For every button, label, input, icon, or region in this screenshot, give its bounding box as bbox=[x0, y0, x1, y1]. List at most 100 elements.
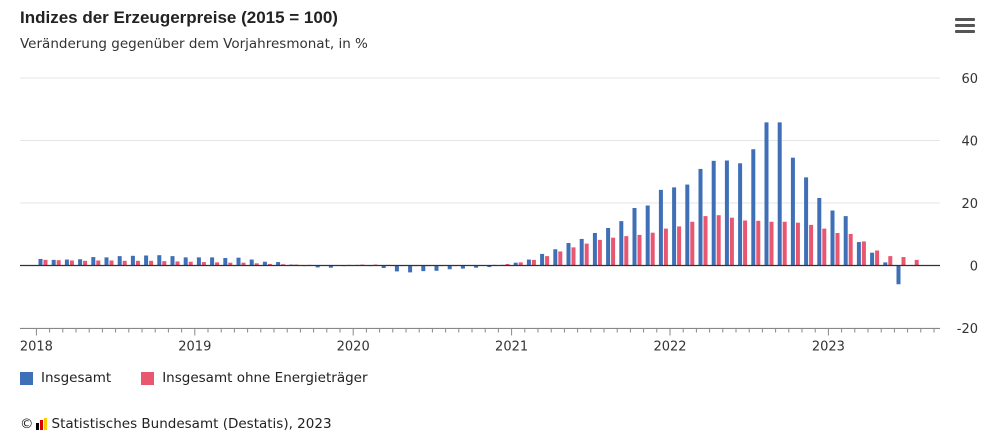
bar-ohne-energie bbox=[109, 260, 114, 266]
x-tick-label: 2022 bbox=[653, 340, 686, 355]
bar-ohne-energie bbox=[241, 262, 246, 266]
menu-line bbox=[955, 18, 975, 21]
bar-insgesamt bbox=[78, 259, 83, 266]
bar-insgesamt bbox=[210, 257, 215, 266]
bar-ohne-energie bbox=[545, 256, 550, 266]
x-tick-label: 2021 bbox=[495, 340, 528, 355]
bar-ohne-energie bbox=[822, 228, 827, 266]
bar-insgesamt bbox=[698, 168, 703, 266]
bar-insgesamt bbox=[196, 257, 201, 266]
bar-insgesamt bbox=[672, 187, 677, 266]
bar-insgesamt bbox=[394, 265, 399, 272]
bar-ohne-energie bbox=[756, 220, 761, 266]
bar-insgesamt bbox=[408, 265, 413, 273]
bar-ohne-energie bbox=[835, 233, 840, 266]
bar-ohne-energie bbox=[531, 259, 536, 266]
bar-insgesamt bbox=[183, 257, 188, 266]
bar-insgesamt bbox=[421, 265, 426, 272]
bar-ohne-energie bbox=[162, 261, 167, 266]
destatis-logo-icon bbox=[35, 418, 48, 430]
bar-insgesamt bbox=[513, 262, 518, 266]
bar-insgesamt bbox=[130, 255, 135, 266]
bar-insgesamt bbox=[381, 265, 386, 268]
bar-insgesamt bbox=[606, 228, 611, 266]
bar-insgesamt bbox=[223, 258, 228, 266]
bar-insgesamt bbox=[249, 259, 254, 266]
bar-ohne-energie bbox=[96, 260, 101, 266]
legend-item-insgesamt[interactable]: Insgesamt bbox=[20, 370, 111, 386]
bar-ohne-energie bbox=[861, 241, 866, 266]
bar-ohne-energie bbox=[518, 262, 523, 266]
bar-insgesamt bbox=[526, 259, 531, 266]
legend-item-ohne-energie[interactable]: Insgesamt ohne Energieträger bbox=[141, 370, 368, 386]
menu-line bbox=[955, 24, 975, 27]
bar-insgesamt bbox=[104, 257, 109, 266]
bar-insgesamt bbox=[724, 160, 729, 266]
bar-insgesamt bbox=[38, 258, 43, 266]
bar-insgesamt bbox=[566, 243, 571, 266]
chart-subtitle: Veränderung gegenüber dem Vorjahresmonat… bbox=[20, 36, 368, 52]
bar-insgesamt bbox=[447, 265, 452, 270]
bar-ohne-energie bbox=[83, 260, 88, 266]
bar-ohne-energie bbox=[637, 234, 642, 266]
bar-insgesamt bbox=[64, 259, 69, 266]
bar-ohne-energie bbox=[888, 256, 893, 266]
bar-insgesamt bbox=[328, 265, 333, 268]
bar-ohne-energie bbox=[901, 257, 906, 266]
bar-insgesamt bbox=[658, 189, 663, 266]
bar-ohne-energie bbox=[267, 263, 272, 266]
bar-insgesamt bbox=[170, 256, 175, 266]
bar-ohne-energie bbox=[809, 224, 814, 266]
bar-ohne-energie bbox=[228, 262, 233, 266]
bar-ohne-energie bbox=[201, 262, 206, 266]
source-credit: © Statistisches Bundesamt (Destatis), 20… bbox=[20, 416, 332, 432]
bar-ohne-energie bbox=[69, 260, 74, 266]
bar-ohne-energie bbox=[135, 260, 140, 266]
bar-ohne-energie bbox=[624, 236, 629, 266]
bar-insgesamt bbox=[540, 253, 545, 266]
bar-ohne-energie bbox=[149, 260, 154, 266]
bar-ohne-energie bbox=[729, 217, 734, 266]
bar-ohne-energie bbox=[281, 264, 286, 266]
bar-ohne-energie bbox=[795, 222, 800, 266]
bar-insgesamt bbox=[276, 262, 281, 266]
bar-insgesamt bbox=[817, 198, 822, 266]
bar-insgesamt bbox=[777, 122, 782, 266]
bar-insgesamt bbox=[751, 149, 756, 266]
bar-ohne-energie bbox=[505, 263, 510, 266]
bar-insgesamt bbox=[460, 265, 465, 269]
bar-insgesamt bbox=[632, 208, 637, 266]
bar-ohne-energie bbox=[743, 220, 748, 266]
bar-insgesamt bbox=[764, 122, 769, 266]
bar-insgesamt bbox=[315, 265, 320, 268]
bar-ohne-energie bbox=[571, 247, 576, 266]
bar-ohne-energie bbox=[254, 263, 259, 266]
bar-insgesamt bbox=[144, 255, 149, 266]
x-tick-label: 2023 bbox=[812, 340, 845, 355]
bar-ohne-energie bbox=[122, 260, 127, 266]
bar-insgesamt bbox=[157, 255, 162, 266]
source-text: Statistisches Bundesamt (Destatis), 2023 bbox=[51, 416, 332, 432]
bar-ohne-energie bbox=[716, 215, 721, 266]
bar-ohne-energie bbox=[663, 228, 668, 266]
x-tick-label: 2019 bbox=[178, 340, 211, 355]
bar-ohne-energie bbox=[650, 232, 655, 266]
legend-label-insgesamt: Insgesamt bbox=[41, 370, 112, 386]
bar-insgesamt bbox=[870, 252, 875, 266]
bar-ohne-energie bbox=[848, 233, 853, 266]
legend-swatch-insgesamt bbox=[20, 371, 33, 385]
bar-insgesamt bbox=[856, 242, 861, 266]
bar-insgesamt bbox=[830, 210, 835, 266]
bar-ohne-energie bbox=[690, 221, 695, 266]
x-tick-label: 2020 bbox=[337, 340, 370, 355]
bar-insgesamt bbox=[685, 184, 690, 266]
hamburger-menu-icon[interactable] bbox=[955, 18, 975, 34]
bar-ohne-energie bbox=[188, 261, 193, 266]
bar-insgesamt bbox=[738, 163, 743, 266]
bar-ohne-energie bbox=[611, 237, 616, 266]
y-tick-label: 20 bbox=[961, 197, 978, 212]
bar-ohne-energie bbox=[56, 260, 61, 266]
bar-insgesamt bbox=[51, 259, 56, 266]
bar-insgesamt bbox=[843, 216, 848, 266]
bar-insgesamt bbox=[91, 257, 96, 266]
